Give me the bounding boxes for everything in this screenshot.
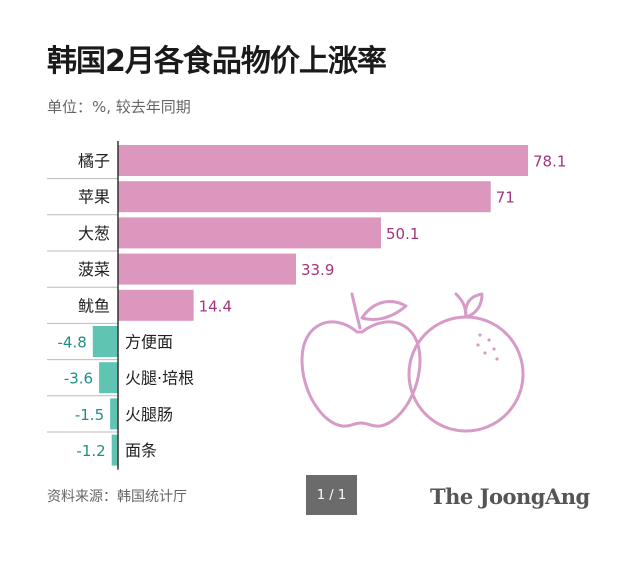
page-title: 韩国2月各食品物价上涨率 [47,44,387,79]
bars-layer: 橘子 78.1 苹果 71 大葱 50.1 菠菜 33.9 鱿鱼 14.4 方便面 -4.8 火腿·培根… [47,141,566,470]
bar [118,253,296,285]
value-label: -1.2 [76,442,105,460]
category-label: 面条 [125,441,157,460]
value-label: -3.6 [64,370,93,388]
category-label: 菠菜 [78,260,110,279]
page-indicator[interactable]: 1 / 1 [306,475,357,515]
category-label: 大葱 [78,224,110,243]
category-label: 鱿鱼 [78,296,110,315]
bar [118,289,194,321]
value-label: 14.4 [199,297,232,315]
apple-icon [300,292,422,428]
value-label: 71 [496,189,515,207]
bar [92,326,118,357]
value-label: 78.1 [533,153,566,171]
category-label: 火腿肠 [125,405,173,424]
value-label: -1.5 [75,406,104,424]
orange-icon [407,292,525,433]
category-label: 火腿·培根 [125,369,194,388]
bar [111,434,118,466]
category-label: 苹果 [78,188,110,207]
value-label: -4.8 [58,334,87,352]
category-label: 橘子 [78,152,110,171]
value-label: 33.9 [301,261,334,279]
source-note: 资料来源：韩国统计厅 [47,489,187,505]
fruit-illustration [300,292,525,433]
bar [110,398,118,430]
bar [118,181,491,213]
bar [118,145,529,176]
bar [99,362,118,394]
unit-subtitle: 单位：%, 较去年同期 [47,98,191,116]
bar [118,217,382,249]
brand-logo: The JoongAng [430,484,590,509]
value-label: 50.1 [386,225,419,243]
category-label: 方便面 [125,333,173,352]
